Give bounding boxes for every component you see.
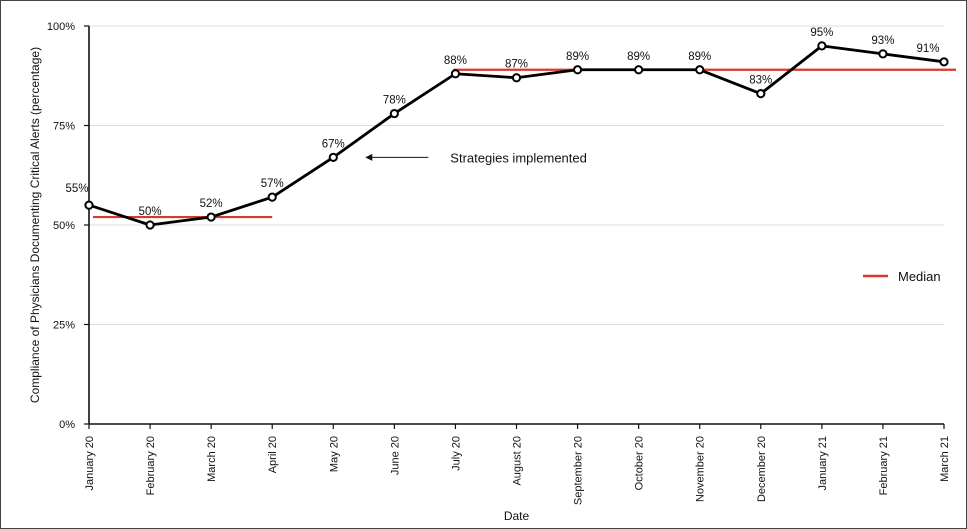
legend-median-label: Median bbox=[898, 269, 941, 284]
data-label-3: 57% bbox=[261, 178, 284, 190]
data-label-13: 93% bbox=[871, 35, 894, 47]
data-point-1 bbox=[145, 220, 155, 230]
median-lines bbox=[93, 68, 956, 219]
data-label-9: 89% bbox=[627, 51, 650, 63]
y-axis-ticks: 0% 25% 50% 75% 100% bbox=[47, 21, 89, 431]
data-label-5: 78% bbox=[383, 95, 406, 107]
x-tick-label-7: August 20 bbox=[512, 436, 524, 486]
y-tick-label-1: 25% bbox=[53, 320, 75, 332]
y-tick-label-2: 50% bbox=[53, 220, 75, 232]
data-point-5 bbox=[389, 108, 399, 119]
data-label-12: 95% bbox=[810, 27, 833, 39]
x-tick-label-4: May 20 bbox=[328, 436, 340, 472]
data-label-7: 87% bbox=[505, 59, 528, 71]
y-tick-label-3: 75% bbox=[53, 121, 75, 133]
x-axis-title: Date bbox=[504, 509, 530, 523]
data-point-4 bbox=[328, 152, 338, 162]
data-point-6 bbox=[450, 69, 461, 79]
strategies-annotation: Strategies implemented bbox=[365, 150, 587, 165]
x-tick-label-1: February 20 bbox=[145, 436, 157, 495]
annotation-arrowhead bbox=[365, 153, 373, 161]
x-tick-label-12: January 21 bbox=[817, 436, 829, 490]
data-point-13 bbox=[878, 49, 888, 59]
data-label-0: 55% bbox=[65, 183, 88, 195]
compliance-series bbox=[84, 41, 949, 230]
x-tick-label-13: February 21 bbox=[878, 436, 890, 495]
data-point-2 bbox=[206, 212, 216, 222]
data-label-11: 83% bbox=[749, 75, 772, 87]
x-tick-label-3: April 20 bbox=[267, 436, 279, 473]
x-tick-label-14: March 21 bbox=[939, 436, 951, 482]
data-point-10 bbox=[695, 65, 705, 75]
legend: Median bbox=[863, 269, 941, 284]
x-tick-label-5: June 20 bbox=[389, 436, 401, 475]
data-labels: 55% 50% 52% 57% 67% 78% 88% 87% 89% 89% 89% 83% 95% 9… bbox=[65, 27, 939, 218]
data-point-3 bbox=[267, 192, 277, 202]
data-label-2: 52% bbox=[200, 198, 223, 210]
data-point-8 bbox=[572, 65, 583, 75]
data-label-6: 88% bbox=[444, 55, 467, 67]
x-tick-label-11: December 20 bbox=[756, 436, 768, 502]
x-tick-label-2: March 20 bbox=[206, 436, 218, 482]
x-tick-label-6: July 20 bbox=[450, 436, 462, 471]
data-point-14 bbox=[939, 57, 949, 67]
data-label-8: 89% bbox=[566, 51, 589, 63]
x-tick-label-10: November 20 bbox=[695, 436, 707, 502]
y-tick-label-0: 0% bbox=[59, 419, 75, 431]
x-axis-ticks: January 20 February 20 March 20 April 20 May… bbox=[84, 424, 951, 505]
data-point-7 bbox=[511, 73, 522, 83]
annotation-text: Strategies implemented bbox=[450, 150, 587, 165]
data-label-10: 89% bbox=[688, 51, 711, 63]
x-tick-label-8: September 20 bbox=[573, 436, 585, 505]
y-tick-label-4: 100% bbox=[47, 21, 75, 33]
data-point-12 bbox=[817, 41, 827, 51]
data-label-1: 50% bbox=[139, 206, 162, 218]
gridlines bbox=[89, 25, 944, 325]
y-axis-title: Compliance of Physicians Documenting Cri… bbox=[28, 47, 42, 403]
data-label-14: 91% bbox=[916, 43, 939, 55]
data-point-9 bbox=[634, 65, 644, 75]
data-point-0 bbox=[84, 200, 94, 210]
x-tick-label-0: January 20 bbox=[84, 436, 96, 490]
data-point-11 bbox=[756, 89, 766, 99]
data-label-4: 67% bbox=[322, 138, 345, 150]
x-tick-label-9: October 20 bbox=[634, 436, 646, 490]
